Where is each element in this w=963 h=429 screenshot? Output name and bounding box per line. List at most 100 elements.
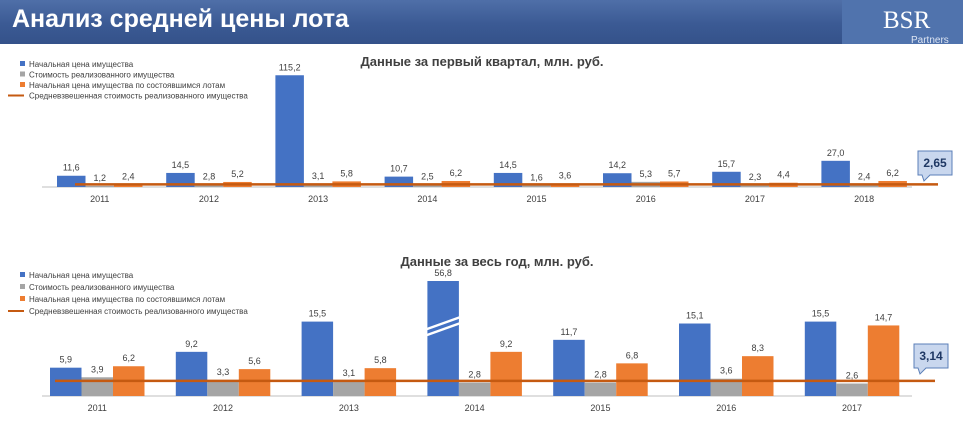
chart2-data-label-initial-price-2014: 56,8 xyxy=(434,268,452,278)
chart1-data-label-completed-lots-price-2015: 3,6 xyxy=(559,171,572,181)
page-title: Анализ средней цены лота xyxy=(12,5,349,33)
chart1-callout-box xyxy=(917,150,953,182)
chart1-legend-label-sold-value: Стоимость реализованного имущества xyxy=(29,71,175,80)
chart1-legend-label-completed-lots-price: Начальная цена имущества по состоявшимся… xyxy=(29,81,225,90)
chart2-data-label-initial-price-2016: 15,1 xyxy=(686,311,704,321)
chart2-x-tick-2016: 2016 xyxy=(716,403,736,413)
chart1-data-label-sold-value-2017: 2,3 xyxy=(749,172,762,182)
chart2-x-tick-2013: 2013 xyxy=(339,403,359,413)
chart2-data-label-sold-value-2015: 2,8 xyxy=(594,370,607,380)
chart1-data-label-initial-price-2013: 115,2 xyxy=(279,62,301,72)
chart2-data-label-initial-price-2017: 15,5 xyxy=(812,309,830,319)
chart1-bar-sold-value-2017 xyxy=(740,184,770,187)
chart1-x-tick-2011: 2011 xyxy=(90,194,109,204)
chart1-legend-swatch-sold-value xyxy=(20,71,25,77)
chart2-x-tick-2011: 2011 xyxy=(88,403,107,413)
logo-main-text: BSR xyxy=(883,7,931,34)
chart2-legend-label-sold-value: Стоимость реализованного имущества xyxy=(29,283,175,292)
chart2-bar-completed-lots-price-2017 xyxy=(867,325,900,396)
chart1-data-label-sold-value-2011: 1,2 xyxy=(93,173,106,183)
chart1-bar-initial-price-2018 xyxy=(821,160,850,187)
chart2-data-label-completed-lots-price-2012: 5,6 xyxy=(248,356,261,366)
chart2-x-tick-2015: 2015 xyxy=(590,403,610,413)
chart1-callout-value: 2,65 xyxy=(923,156,947,170)
chart1-x-tick-2017: 2017 xyxy=(745,194,765,204)
chart2-data-label-sold-value-2011: 3,9 xyxy=(91,364,104,374)
chart2-x-tick-2012: 2012 xyxy=(213,403,233,413)
chart1-data-label-completed-lots-price-2014: 6,2 xyxy=(450,168,463,178)
chart2-break-mark-2 xyxy=(425,322,461,337)
chart1-legend-swatch-initial-price xyxy=(20,61,25,66)
bsr-logo: BSR Partners xyxy=(842,0,963,44)
chart2-data-label-completed-lots-price-2017: 14,7 xyxy=(875,312,893,322)
chart2-bar-sold-value-2017 xyxy=(836,383,868,396)
chart2-data-label-initial-price-2015: 11,7 xyxy=(561,327,578,337)
chart2-bar-sold-value-2013 xyxy=(333,381,365,396)
chart-full-year: Данные за весь год, млн. руб. Начальная ц… xyxy=(8,254,949,413)
chart1-data-label-sold-value-2013: 3,1 xyxy=(312,171,325,181)
chart2-bar-completed-lots-price-2012 xyxy=(238,369,271,396)
chart1-data-label-completed-lots-price-2016: 5,7 xyxy=(668,168,681,178)
chart1-data-label-completed-lots-price-2017: 4,4 xyxy=(777,170,790,180)
chart1-bar-sold-value-2014 xyxy=(413,184,442,187)
chart1-bar-sold-value-2018 xyxy=(849,184,879,187)
chart2-legend-swatch-initial-price xyxy=(20,272,25,277)
chart1-data-label-sold-value-2014: 2,5 xyxy=(421,172,434,182)
chart2-data-label-initial-price-2013: 15,5 xyxy=(309,309,327,319)
chart2-bar-initial-price-2017 xyxy=(804,321,837,396)
chart2-title: Данные за весь год, млн. руб. xyxy=(400,254,593,269)
chart1-bar-initial-price-2013 xyxy=(275,75,304,187)
chart2-bar-initial-price-2014 xyxy=(427,281,459,396)
chart1-bar-completed-lots-price-2011 xyxy=(114,184,143,187)
chart2-bar-completed-lots-price-2016 xyxy=(742,356,774,396)
chart2-legend-swatch-sold-value xyxy=(20,284,25,289)
chart1-data-label-completed-lots-price-2011: 2,4 xyxy=(122,172,135,182)
chart2-bar-completed-lots-price-2014 xyxy=(490,351,522,396)
chart2-bar-sold-value-2016 xyxy=(710,378,742,396)
chart1-x-tick-2018: 2018 xyxy=(854,194,874,204)
chart1-data-label-initial-price-2016: 14,2 xyxy=(608,160,626,170)
chart2-callout-value: 3,14 xyxy=(919,349,943,363)
chart2-bar-initial-price-2013 xyxy=(301,321,334,396)
chart2-data-label-initial-price-2012: 9,2 xyxy=(185,339,198,349)
chart1-bar-sold-value-2011 xyxy=(85,185,114,187)
chart1-data-label-sold-value-2012: 2,8 xyxy=(203,171,216,181)
chart1-bar-initial-price-2011 xyxy=(57,175,86,187)
chart2-x-tick-2014: 2014 xyxy=(465,403,485,413)
chart2-data-label-sold-value-2014: 2,8 xyxy=(468,370,481,380)
chart2-data-label-completed-lots-price-2015: 6,8 xyxy=(626,350,639,360)
chart2-data-label-completed-lots-price-2016: 8,3 xyxy=(751,343,764,353)
chart1-data-label-completed-lots-price-2018: 6,2 xyxy=(886,168,899,178)
chart2-x-tick-2017: 2017 xyxy=(842,403,862,413)
chart1-data-label-initial-price-2018: 27,0 xyxy=(827,148,845,158)
chart2-legend-label-completed-lots-price: Начальная цена имущества по состоявшимся… xyxy=(29,295,225,304)
chart-first-quarter: Данные за первый квартал, млн. руб. Начал… xyxy=(8,54,953,204)
chart2-data-label-completed-lots-price-2011: 6,2 xyxy=(122,353,135,363)
chart1-data-label-completed-lots-price-2013: 5,8 xyxy=(340,168,353,178)
chart1-data-label-initial-price-2017: 15,7 xyxy=(718,159,736,169)
chart2-data-label-completed-lots-price-2014: 9,2 xyxy=(500,339,513,349)
chart2-data-label-sold-value-2016: 3,6 xyxy=(720,366,733,376)
logo-sub-text: Partners xyxy=(911,35,949,44)
chart1-data-label-sold-value-2018: 2,4 xyxy=(858,172,871,182)
chart1-x-tick-2015: 2015 xyxy=(527,194,547,204)
chart2-data-label-sold-value-2013: 3,1 xyxy=(343,368,356,378)
chart1-bar-sold-value-2015 xyxy=(522,185,551,187)
chart2-legend-label-weighted: Средневзвешенная стоимость реализованног… xyxy=(29,307,248,316)
chart2-break-mark-1 xyxy=(425,316,461,331)
chart2-bar-sold-value-2014 xyxy=(458,382,491,396)
chart1-bar-initial-price-2014 xyxy=(384,176,414,187)
chart1-data-label-initial-price-2014: 10,7 xyxy=(390,164,408,174)
chart2-legend-label-initial-price: Начальная цена имущества xyxy=(29,271,134,280)
chart2-data-label-sold-value-2012: 3,3 xyxy=(217,367,230,377)
chart1-title: Данные за первый квартал, млн. руб. xyxy=(361,54,604,69)
chart2-callout-box xyxy=(913,343,949,375)
chart1-x-tick-2013: 2013 xyxy=(308,194,328,204)
chart2-bar-initial-price-2016 xyxy=(679,323,711,396)
chart1-data-label-completed-lots-price-2012: 5,2 xyxy=(231,169,244,179)
chart2-bar-sold-value-2015 xyxy=(584,382,617,396)
chart1-data-label-initial-price-2015: 14,5 xyxy=(499,160,517,170)
chart1-data-label-initial-price-2012: 14,5 xyxy=(172,160,190,170)
chart2-data-label-sold-value-2017: 2,6 xyxy=(846,371,859,381)
chart2-bar-initial-price-2015 xyxy=(553,339,585,396)
